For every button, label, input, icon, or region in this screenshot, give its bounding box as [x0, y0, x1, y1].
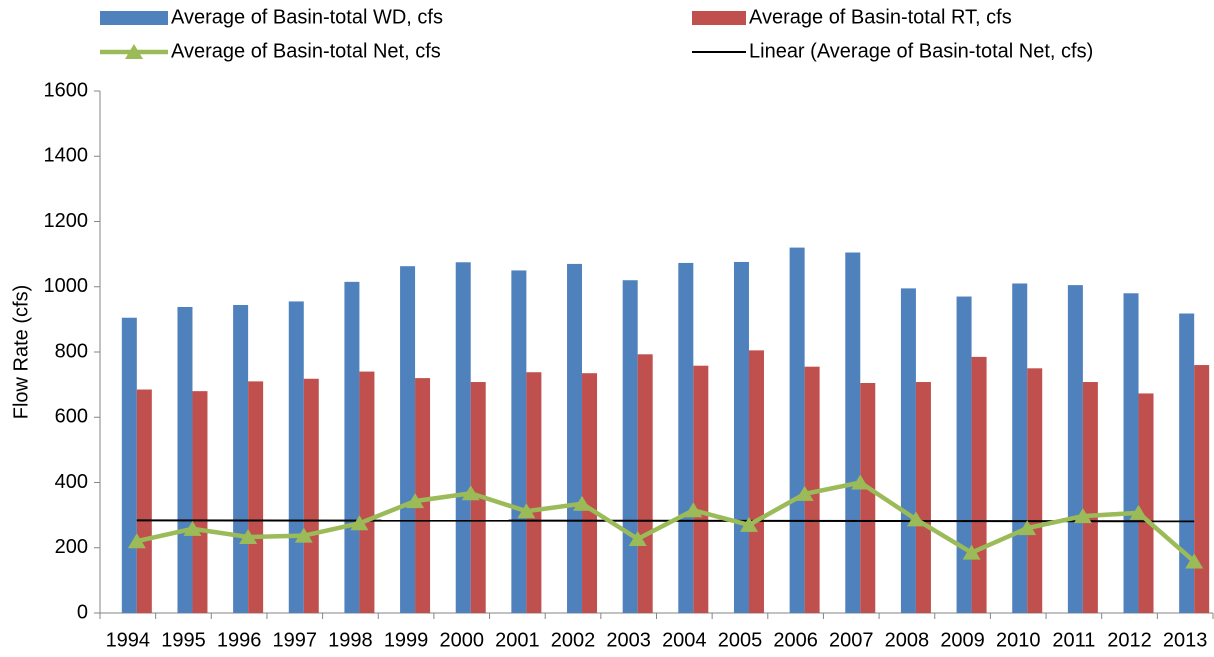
- bar: [192, 391, 208, 613]
- net-marker: [573, 495, 592, 511]
- bar: [567, 263, 583, 613]
- y-tick-label: 200: [55, 536, 88, 558]
- x-tick-label: 1996: [217, 629, 262, 651]
- net-marker: [628, 530, 647, 546]
- y-tick-label: 600: [55, 406, 88, 428]
- x-tick-label: 2003: [606, 629, 651, 651]
- y-tick-label: 1600: [44, 79, 89, 101]
- y-tick-label: 1000: [44, 275, 89, 297]
- x-tick-label: 2010: [996, 629, 1041, 651]
- net-marker: [127, 533, 146, 549]
- net-marker: [684, 502, 703, 518]
- bar: [511, 270, 527, 613]
- y-tick-label: 800: [55, 340, 88, 362]
- legend-label: Average of Basin-total WD, cfs: [171, 6, 443, 28]
- bar: [678, 262, 694, 613]
- bar: [915, 382, 931, 613]
- bar: [344, 281, 360, 613]
- net-marker: [1185, 553, 1204, 569]
- net-marker: [962, 544, 981, 560]
- bar: [1194, 365, 1210, 613]
- bar: [582, 373, 598, 613]
- bar: [1123, 293, 1139, 613]
- x-tick-label: 2007: [829, 629, 874, 651]
- legend-label: Average of Basin-total Net, cfs: [171, 40, 441, 62]
- bar: [359, 371, 375, 613]
- bar: [1027, 368, 1043, 613]
- bar: [136, 389, 152, 613]
- legend-label: Average of Basin-total RT, cfs: [749, 6, 1012, 28]
- y-tick-label: 1200: [44, 210, 89, 232]
- trend-line: [136, 519, 1195, 523]
- bar: [748, 350, 764, 613]
- x-tick-label: 2002: [551, 629, 596, 651]
- x-tick-label: 2000: [439, 629, 484, 651]
- y-tick-label: 0: [77, 601, 88, 623]
- bar: [233, 305, 249, 613]
- bar: [733, 261, 749, 613]
- x-tick-label: 2005: [718, 629, 763, 651]
- x-tick-label: 1998: [328, 629, 373, 651]
- net-marker: [461, 485, 480, 501]
- x-tick-label: 2001: [495, 629, 540, 651]
- bar: [121, 317, 137, 613]
- x-tick-label: 2006: [773, 629, 818, 651]
- bar: [622, 280, 638, 613]
- net-marker: [406, 493, 425, 509]
- x-tick-label: 2004: [662, 629, 707, 651]
- x-tick-label: 1995: [161, 629, 206, 651]
- bar: [526, 372, 542, 613]
- bar: [860, 382, 876, 613]
- bar: [956, 296, 972, 613]
- bar: [415, 378, 431, 613]
- bar: [1179, 313, 1195, 613]
- net-marker: [739, 516, 758, 532]
- net-marker: [517, 503, 536, 519]
- bar: [1082, 382, 1098, 613]
- bar: [177, 306, 193, 613]
- net-line: [136, 480, 1196, 564]
- bar: [303, 378, 319, 613]
- bar: [1067, 285, 1083, 613]
- legend-swatch: [100, 11, 168, 25]
- net-marker: [1073, 508, 1092, 524]
- x-tick-label: 2009: [940, 629, 985, 651]
- legend-label: Linear (Average of Basin-total Net, cfs): [749, 40, 1093, 62]
- x-tick-label: 1997: [273, 629, 318, 651]
- x-tick-label: 1999: [384, 629, 429, 651]
- legend-marker: [125, 44, 143, 59]
- x-tick-label: 2011: [1052, 629, 1095, 651]
- bar: [845, 252, 861, 613]
- net-marker: [1018, 520, 1037, 536]
- net-marker: [851, 474, 870, 490]
- x-tick-label: 2012: [1107, 629, 1152, 651]
- bar: [637, 354, 653, 613]
- y-tick-label: 400: [55, 471, 88, 493]
- x-tick-label: 2013: [1163, 629, 1208, 651]
- bar: [1138, 393, 1154, 613]
- x-tick-label: 1994: [106, 629, 151, 651]
- legend-swatch: [692, 11, 746, 25]
- net-marker: [1129, 504, 1148, 520]
- net-marker: [906, 511, 925, 527]
- net-marker: [350, 515, 369, 531]
- net-marker: [795, 485, 814, 501]
- bar: [455, 262, 471, 613]
- y-tick-label: 1400: [44, 145, 89, 167]
- bar: [248, 381, 264, 613]
- x-tick-label: 2008: [885, 629, 930, 651]
- bar: [1012, 283, 1028, 613]
- bar: [900, 288, 916, 613]
- bar: [789, 247, 805, 613]
- net-marker: [294, 527, 313, 543]
- bar: [971, 356, 987, 613]
- y-axis-title: Flow Rate (cfs): [10, 285, 32, 419]
- bar: [400, 266, 416, 613]
- net-marker: [239, 528, 258, 544]
- bar: [804, 366, 820, 613]
- bar: [288, 301, 304, 613]
- bar: [693, 365, 709, 613]
- net-marker: [183, 520, 202, 536]
